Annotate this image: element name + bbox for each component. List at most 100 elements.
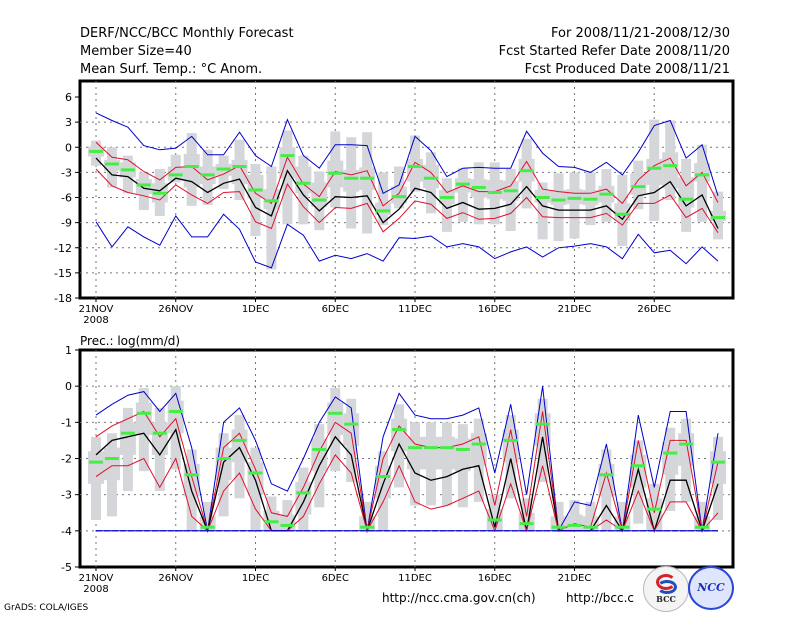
y-tick-label: 0 [65, 141, 72, 154]
median-marker [487, 190, 502, 194]
median-marker [631, 185, 646, 189]
x-tick-label: 26NOV [158, 573, 193, 584]
series-line-mean [95, 427, 719, 534]
median-marker [376, 209, 391, 213]
box-iqr [470, 433, 487, 466]
series-line-lower [95, 168, 719, 233]
box-iqr [486, 179, 503, 200]
median-marker [583, 525, 598, 529]
ncc-logo-label: NCC [697, 581, 725, 594]
y-tick-label: -9 [61, 217, 72, 230]
box-iqr [295, 166, 312, 194]
x-tick-label: 26NOV [158, 304, 193, 315]
median-marker [168, 409, 183, 413]
median-marker [280, 523, 295, 527]
median-marker [487, 518, 502, 522]
chart-title: DERF/NCC/BCC Monthly Forecast [80, 26, 294, 41]
box-whisker [441, 178, 452, 232]
median-marker [439, 196, 454, 199]
median-marker [567, 196, 582, 200]
box-iqr [630, 173, 647, 195]
box-iqr [119, 422, 136, 455]
median-marker [519, 522, 534, 526]
member-size-label: Member Size=40 [80, 44, 192, 59]
bcc-logo-blue-arc-icon [657, 580, 677, 594]
median-marker [264, 199, 279, 203]
box-iqr [247, 174, 264, 199]
median-marker [599, 473, 614, 477]
ncc-logo: NCC [688, 566, 734, 610]
box-iqr [391, 418, 408, 452]
median-marker [695, 525, 710, 529]
box-iqr [454, 438, 471, 472]
median-marker [695, 173, 710, 177]
box-iqr [279, 514, 296, 531]
median-marker [312, 447, 327, 451]
box-iqr [135, 402, 152, 435]
box-iqr [183, 153, 200, 188]
median-marker [423, 176, 438, 180]
forecast-start-date: Fcst Started Refer Date 2008/11/20 [498, 44, 730, 59]
median-marker [679, 197, 694, 201]
median-marker [344, 176, 359, 180]
series-line-upper [95, 410, 719, 532]
box-iqr [327, 402, 344, 435]
box-whisker [266, 166, 277, 270]
y-tick-label: -3 [61, 489, 72, 502]
median-marker [583, 197, 598, 201]
y-tick-label: 0 [65, 380, 72, 393]
box-iqr [391, 186, 408, 204]
median-marker [120, 431, 135, 435]
box-iqr [710, 210, 727, 221]
median-marker [248, 188, 263, 192]
median-marker [631, 464, 646, 468]
x-tick-label: 1DEC [242, 573, 269, 584]
grads-credit: GrADS: COLA/IGES [4, 603, 89, 613]
bcc-url-link[interactable]: http://bcc.c [566, 591, 634, 605]
y-tick-label: -3 [61, 166, 72, 179]
y-tick-label: -6 [61, 192, 72, 205]
median-marker [551, 525, 566, 529]
y-tick-label: -2 [61, 453, 72, 466]
x-tick-label: 26DEC [637, 304, 671, 315]
box-iqr [343, 169, 360, 192]
median-marker [296, 181, 311, 185]
median-marker [136, 411, 151, 415]
median-marker [232, 165, 247, 169]
median-marker [136, 183, 151, 187]
x-tick-label: 21DEC [558, 573, 592, 584]
box-whisker [553, 173, 564, 242]
median-marker [535, 196, 550, 199]
box-iqr [311, 182, 328, 207]
forecast-produced-date: Fcst Produced Date 2008/11/21 [524, 62, 730, 77]
x-tick-label: 21NOV [79, 304, 114, 315]
variable-label: Mean Surf. Temp.: °C Anom. [80, 62, 263, 77]
ncc-url-link[interactable]: http://ncc.cma.gov.cn(ch) [382, 591, 536, 605]
box-iqr [662, 442, 679, 475]
bcc-logo: BCC [643, 566, 689, 612]
box-iqr [422, 164, 439, 189]
median-marker [216, 167, 231, 171]
median-marker [711, 460, 726, 464]
box-iqr [167, 400, 184, 434]
median-marker [615, 525, 630, 529]
median-marker [104, 457, 119, 460]
x-tick-label: 21NOV [79, 573, 114, 584]
y-tick-label: -4 [61, 525, 72, 538]
median-marker [152, 191, 167, 195]
median-marker [535, 422, 550, 426]
median-marker [647, 507, 662, 511]
y-tick-label: 6 [65, 91, 72, 104]
median-marker [280, 154, 295, 158]
box-iqr [678, 433, 695, 466]
median-marker [360, 176, 375, 180]
series-line-max [95, 112, 719, 196]
x-tick-label: 11DEC [398, 304, 432, 315]
box-iqr [566, 189, 583, 205]
median-marker [599, 192, 614, 196]
median-marker [551, 198, 566, 202]
box-iqr [295, 482, 312, 515]
